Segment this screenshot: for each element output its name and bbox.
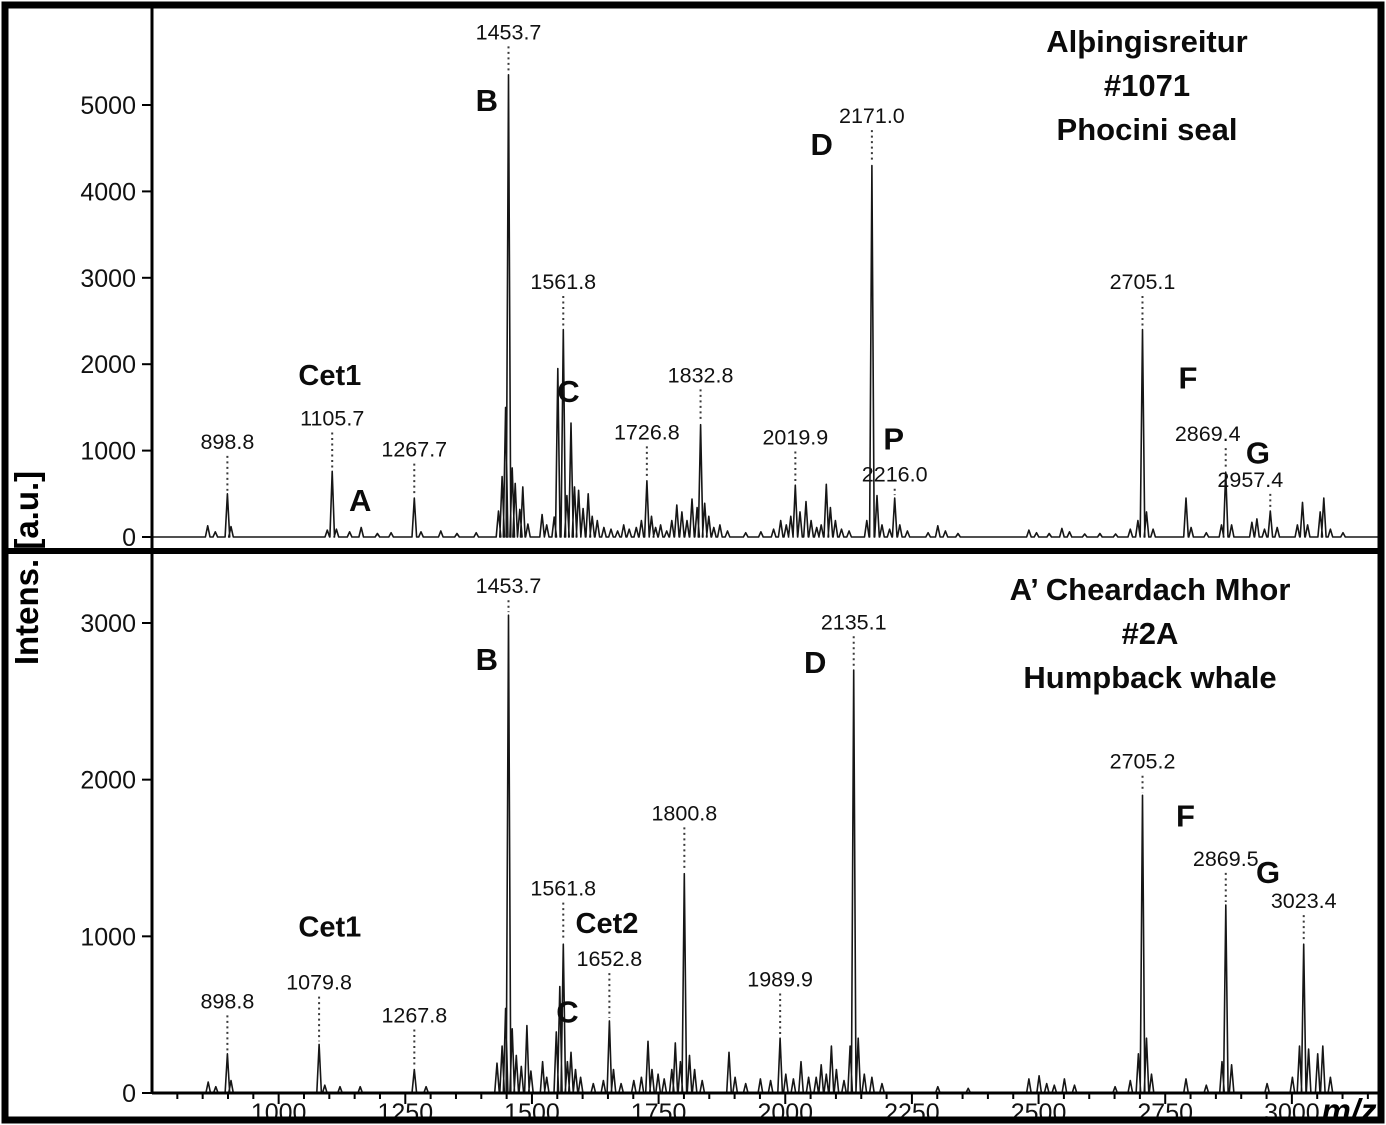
marker-D: D: [811, 127, 833, 162]
marker-D: D: [804, 645, 826, 680]
peak-label: 2019.9: [762, 426, 828, 450]
panel-title-line: #2A: [1122, 616, 1179, 651]
marker-Cet1: Cet1: [298, 360, 361, 392]
x-axis-label: m/z: [1321, 1092, 1377, 1125]
marker-B: B: [476, 642, 498, 677]
peak-label: 2171.0: [839, 104, 905, 128]
marker-B: B: [476, 83, 498, 118]
marker-Cet2: Cet2: [576, 908, 639, 940]
peak-label: 2135.1: [821, 610, 887, 634]
marker-F: F: [1176, 799, 1195, 834]
peak-label: 1652.8: [576, 947, 642, 971]
marker-C: C: [556, 994, 578, 1029]
y-tick-label: 3000: [80, 610, 136, 638]
peak-label: 2869.5: [1193, 847, 1259, 871]
y-tick-label: 0: [122, 1080, 136, 1108]
marker-C: C: [557, 374, 579, 409]
y-tick-label: 3000: [80, 265, 136, 293]
panel-title-line: Humpback whale: [1023, 660, 1276, 695]
marker-G: G: [1256, 855, 1280, 890]
peak-label: 2705.1: [1110, 270, 1176, 294]
y-tick-label: 0: [122, 524, 136, 552]
peak-label: 1989.9: [747, 967, 813, 991]
peak-label: 1453.7: [476, 574, 542, 598]
peak-label: 898.8: [200, 430, 254, 454]
y-tick-label: 5000: [80, 92, 136, 120]
peak-label: 1267.8: [381, 1003, 447, 1027]
panel-title-line: A’ Cheardach Mhor: [1010, 572, 1291, 607]
peak-label: 1453.7: [476, 20, 542, 44]
y-tick-label: 1000: [80, 923, 136, 951]
peak-label: 2957.4: [1217, 468, 1283, 492]
peak-label: 2705.2: [1110, 750, 1176, 774]
y-tick-label: 2000: [80, 767, 136, 795]
spectrum-trace-top: [152, 74, 1378, 538]
peak-label: 2869.4: [1175, 422, 1241, 446]
panel-title-line: #1071: [1104, 68, 1190, 103]
panel-title-line: Alþingisreitur: [1046, 24, 1248, 59]
peak-label: 1726.8: [614, 420, 680, 444]
peak-label: 1105.7: [300, 407, 364, 431]
peak-label: 1561.8: [530, 270, 596, 294]
y-tick-label: 2000: [80, 351, 136, 379]
peak-label: 1267.7: [381, 438, 447, 462]
peak-label: 2216.0: [862, 463, 928, 487]
peak-label: 1800.8: [651, 801, 717, 825]
peak-label: 1832.8: [668, 363, 734, 387]
marker-G: G: [1246, 436, 1270, 471]
y-axis-label: Intens. [a.u.]: [8, 471, 45, 665]
peak-label: 1561.8: [530, 877, 596, 901]
y-tick-label: 1000: [80, 438, 136, 466]
peak-label: 3023.4: [1271, 889, 1337, 913]
panel-title-line: Phocini seal: [1057, 112, 1238, 147]
marker-Cet1: Cet1: [298, 911, 361, 943]
peak-label: 1079.8: [286, 971, 352, 995]
marker-P: P: [883, 422, 904, 457]
peak-label: 898.8: [200, 989, 254, 1013]
marker-A: A: [349, 483, 371, 518]
marker-F: F: [1179, 360, 1198, 395]
y-tick-label: 4000: [80, 178, 136, 206]
spectrum-trace-bottom: [152, 614, 1378, 1094]
